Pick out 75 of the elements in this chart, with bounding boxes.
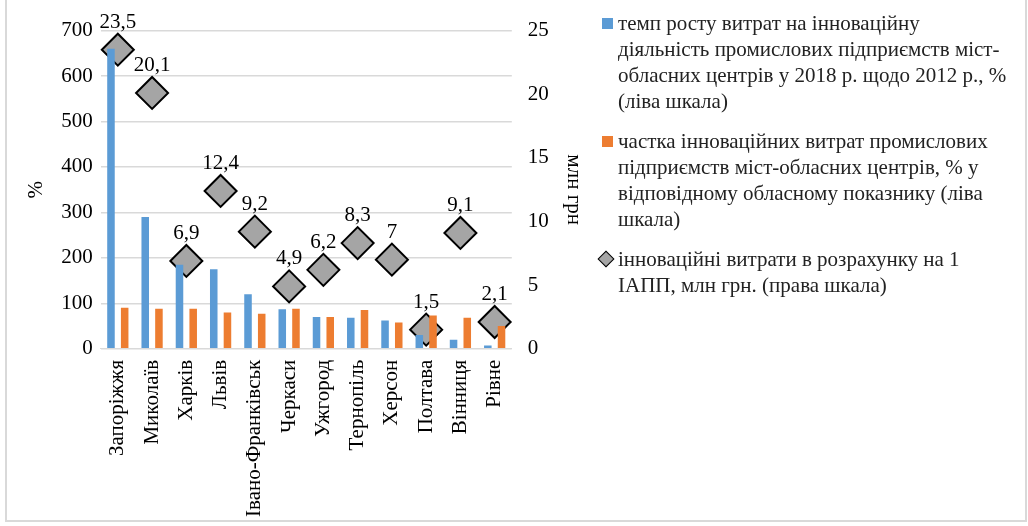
x-tick-label: Рівне <box>481 359 506 408</box>
y-tick-label: 0 <box>82 335 93 360</box>
legend-label: темп росту витрат на інноваційну діяльність промислових підприємств міст-обласних центрів у 2018 р. щодо 2012 р., % (ліва шкала) <box>617 10 1008 114</box>
y2-tick-label: 10 <box>527 208 549 232</box>
x-tick-label: Ужгород <box>309 359 334 437</box>
data-label: 2,1 <box>481 281 508 306</box>
bar <box>155 308 163 348</box>
y2-tick-label: 15 <box>527 144 549 169</box>
bar <box>209 269 218 348</box>
y-axis-title: % <box>23 180 48 199</box>
data-label: 20,1 <box>133 51 171 76</box>
x-tick-label: Запоріжжя <box>104 359 129 457</box>
data-label: 6,9 <box>173 219 200 244</box>
data-label: 1,5 <box>413 288 440 313</box>
point <box>237 214 272 249</box>
bar <box>312 316 321 348</box>
bar <box>394 322 403 348</box>
bar <box>278 309 287 348</box>
y2-tick-label: 25 <box>527 17 549 42</box>
point <box>203 173 238 208</box>
bar <box>326 316 334 348</box>
legend-label: частка інноваційних витрат промислових підприємств міст-обласних центрів, % у відповідному обласному показнику (ліва шкала) <box>617 128 989 232</box>
y-tick-label: 300 <box>61 198 93 223</box>
bar <box>347 317 355 348</box>
point <box>272 269 307 304</box>
y2-axis-title: млн грн <box>562 154 587 225</box>
point <box>443 215 478 250</box>
y-tick-label: 100 <box>61 289 93 314</box>
data-label: 7 <box>386 218 398 243</box>
bar <box>189 308 197 348</box>
bar <box>141 216 149 348</box>
point <box>340 226 375 261</box>
bar <box>223 312 232 348</box>
y2-tick-label: 5 <box>527 271 539 296</box>
data-label: 23,5 <box>99 8 137 33</box>
point <box>135 75 170 110</box>
point <box>306 252 341 287</box>
point <box>169 243 204 278</box>
bar <box>107 48 115 348</box>
bar <box>244 294 252 348</box>
x-tick-label: Херсон <box>378 359 403 426</box>
bar <box>120 307 129 348</box>
bar <box>463 317 472 348</box>
y-tick-label: 400 <box>61 153 93 178</box>
legend-label: інноваційні витрати в розрахунку на 1 ІАПП, млн грн. (права шкала) <box>617 246 961 298</box>
data-label: 6,2 <box>310 228 337 253</box>
y-tick-label: 700 <box>61 17 93 42</box>
x-tick-label: Тернопіль <box>344 359 369 451</box>
bar <box>292 308 300 348</box>
y-tick-label: 200 <box>61 244 93 269</box>
bar <box>429 315 437 348</box>
bar <box>381 320 389 348</box>
x-tick-label: Івано-Франківськ <box>241 358 266 517</box>
x-tick-label: Львів <box>207 359 232 410</box>
bar <box>175 264 184 348</box>
y2-tick-label: 0 <box>527 335 539 360</box>
data-label: 4,9 <box>276 245 303 270</box>
x-tick-label: Миколаїв <box>138 359 163 445</box>
data-label: 12,4 <box>202 149 240 174</box>
x-tick-label: Вінниця <box>446 359 471 435</box>
y-tick-label: 600 <box>61 62 93 87</box>
bar <box>257 313 266 348</box>
y2-tick-label: 20 <box>527 80 549 105</box>
bar <box>415 335 424 348</box>
data-label: 8,3 <box>344 202 371 227</box>
point <box>374 242 409 277</box>
x-tick-label: Черкаси <box>275 359 300 433</box>
y-tick-label: 500 <box>61 108 93 133</box>
bar <box>497 326 506 348</box>
x-tick-label: Полтава <box>412 359 437 434</box>
x-tick-label: Харків <box>172 359 197 421</box>
point <box>477 305 512 340</box>
data-label: 9,2 <box>241 190 268 215</box>
bar <box>360 310 369 348</box>
data-label: 9,1 <box>447 191 474 216</box>
